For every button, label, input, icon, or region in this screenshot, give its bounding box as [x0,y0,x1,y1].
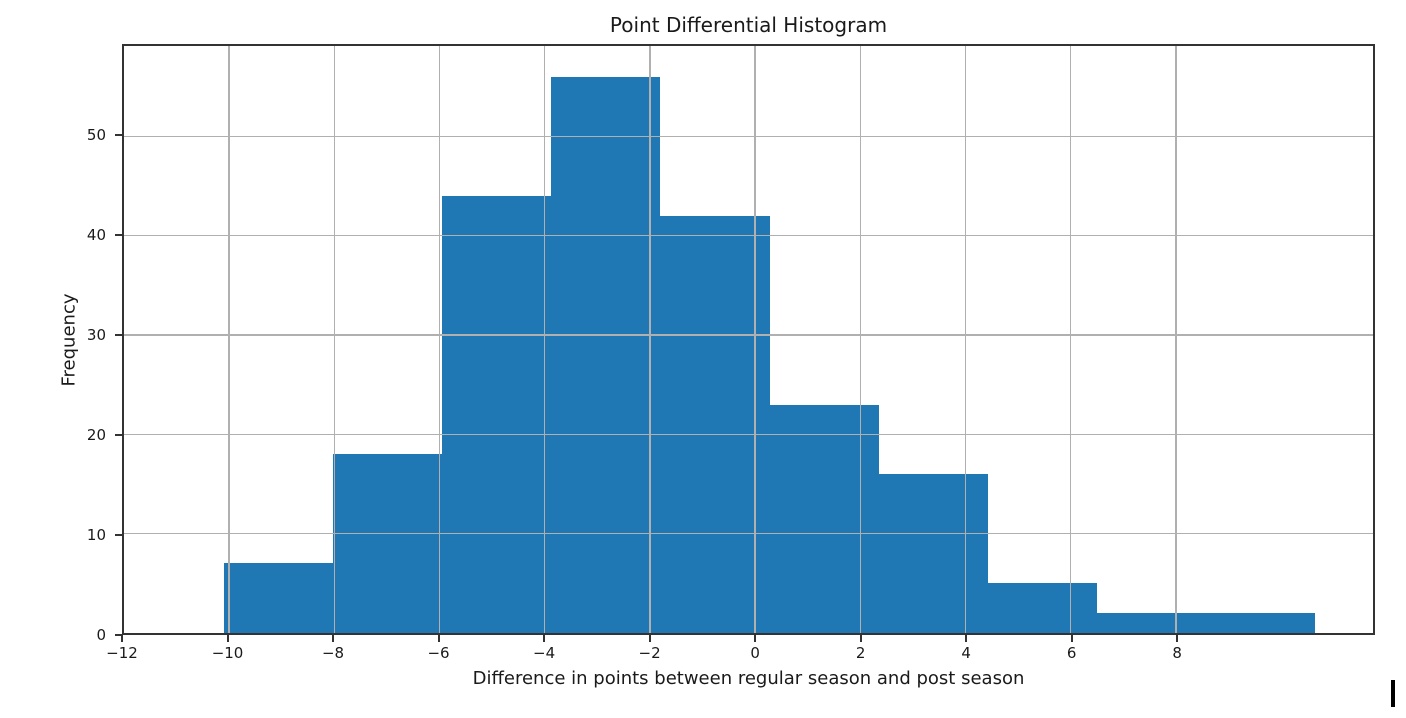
x-tick-mark [859,635,862,642]
y-tick-mark [115,234,122,236]
y-tick-label: 30 [86,326,106,344]
histogram-bar [223,563,333,633]
chart-title: Point Differential Histogram [609,13,888,37]
y-tick-label: 10 [86,526,106,544]
plot-area [122,44,1375,635]
x-tick-mark [332,635,335,642]
histogram-bar [1096,613,1207,633]
x-gridline [964,46,967,633]
x-tick-mark [1070,635,1073,642]
x-gridline [438,46,441,633]
y-gridline [124,532,1373,535]
y-tick-label: 20 [86,426,106,444]
y-gridline [124,433,1373,436]
y-gridline [124,135,1373,138]
x-gridline [1175,46,1177,633]
x-tick-label: 8 [1172,644,1182,662]
y-tick-mark [115,534,122,536]
y-tick-mark [115,334,122,336]
y-tick-label: 40 [86,226,106,244]
x-tick-mark [543,635,546,642]
x-gridline [1069,46,1072,633]
y-tick-mark [115,634,122,636]
y-gridline [124,234,1373,237]
x-tick-mark [965,635,968,642]
histogram-bar [660,215,770,633]
y-tick-mark [115,134,122,136]
x-gridline [649,46,651,633]
x-tick-mark [1176,635,1179,642]
x-tick-mark [648,635,651,642]
x-tick-label: 4 [961,644,971,662]
y-tick-label: 50 [86,126,106,144]
x-gridline [754,46,756,633]
x-gridline [228,46,230,633]
x-axis-label: Difference in points between regular sea… [472,668,1025,689]
gridlines-layer [124,46,1373,633]
x-tick-label: −8 [321,644,345,662]
x-gridline [543,46,546,633]
histogram-bar [878,474,989,633]
x-tick-label: 2 [855,644,866,662]
histogram-bar [1206,613,1316,633]
x-tick-label: −10 [211,644,244,662]
y-axis-label: Frequency [58,293,80,387]
x-gridline [859,46,861,633]
x-tick-mark [437,635,440,642]
x-tick-label: −6 [427,644,450,662]
y-tick-label: 0 [96,626,106,644]
histogram-bar [332,454,443,633]
y-tick-mark [115,434,122,436]
y-gridline [124,334,1373,336]
x-tick-label: 0 [750,644,760,662]
x-tick-label: −12 [106,644,138,662]
x-tick-label: −4 [533,644,556,662]
text-cursor [1391,680,1395,707]
x-tick-mark [754,635,757,642]
x-tick-mark [226,635,229,642]
x-tick-mark [121,635,123,642]
x-gridline [333,46,336,633]
histogram-bar [442,195,552,633]
histogram-bar [551,76,661,633]
x-tick-label: −2 [638,644,661,662]
x-tick-label: 6 [1066,644,1077,662]
histogram-bar [988,583,1097,633]
